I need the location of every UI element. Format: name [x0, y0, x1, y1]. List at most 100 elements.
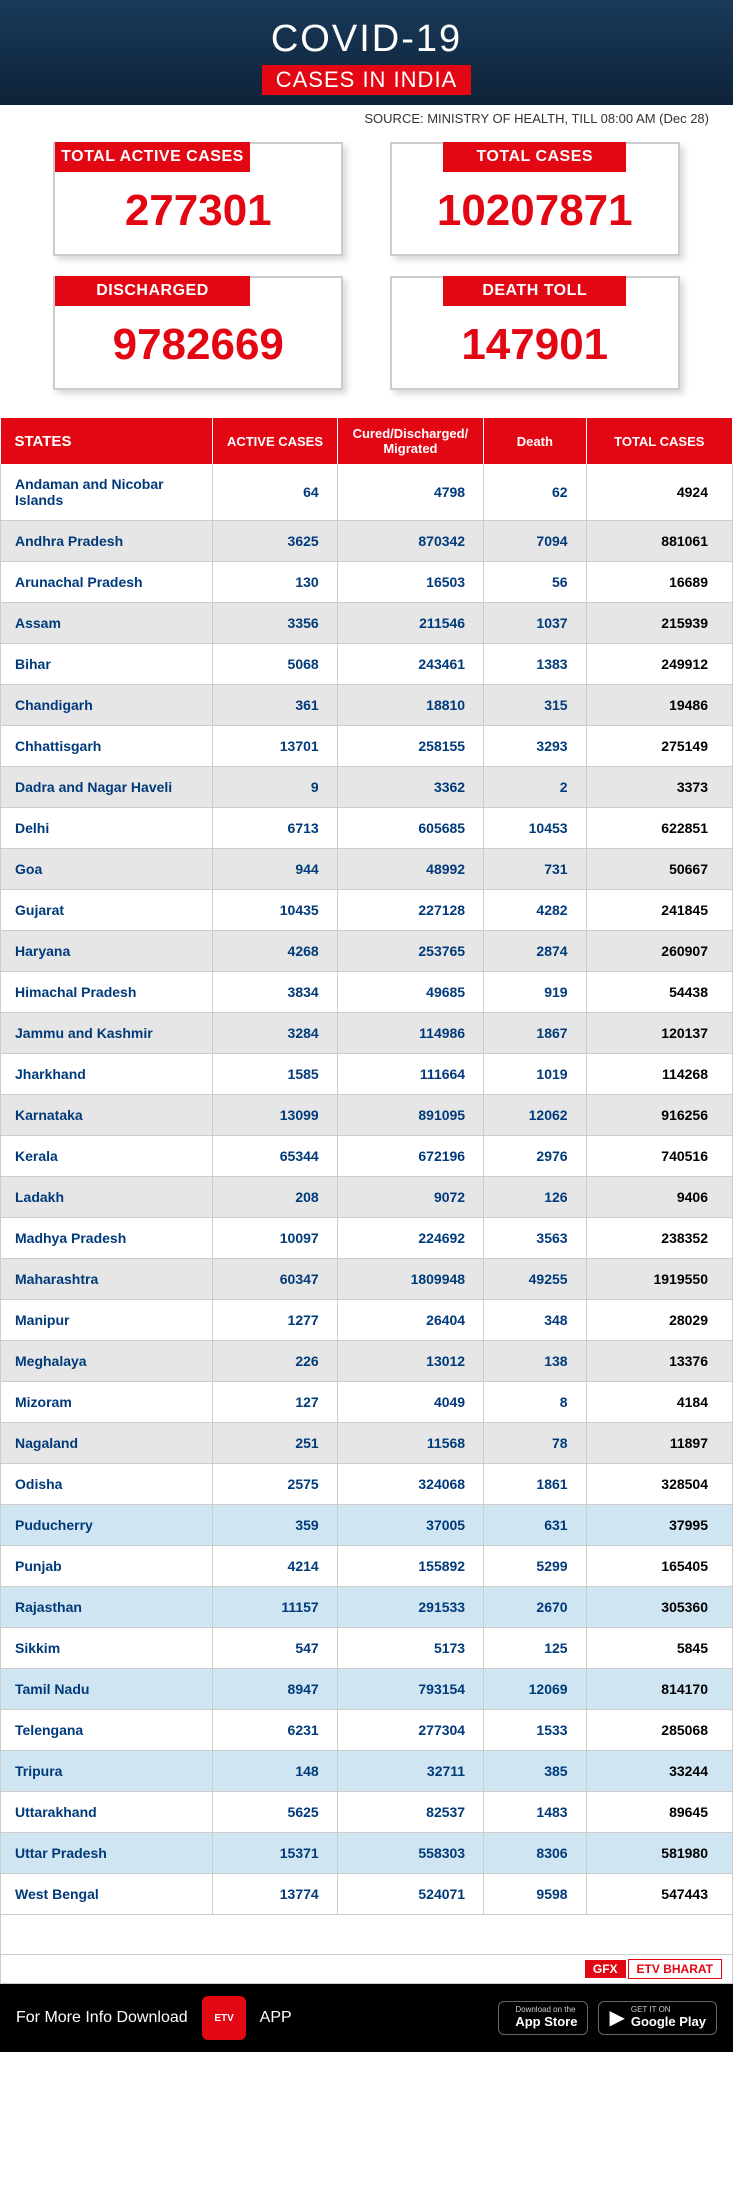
cell-death: 4282 — [484, 890, 586, 931]
cell-death: 2 — [484, 767, 586, 808]
stat-card: TOTAL CASES 10207871 — [390, 142, 680, 256]
cell-death: 1037 — [484, 603, 586, 644]
footer-text: For More Info Download ETV APP — [16, 1996, 488, 2040]
table-row: Odisha 2575 324068 1861 328504 — [1, 1464, 733, 1505]
cell-death: 3293 — [484, 726, 586, 767]
cell-death: 1533 — [484, 1710, 586, 1751]
cell-active: 4268 — [213, 931, 337, 972]
cell-total: 581980 — [586, 1833, 732, 1874]
cell-state: Tripura — [1, 1751, 213, 1792]
table-row: Haryana 4268 253765 2874 260907 — [1, 931, 733, 972]
cell-state: Maharashtra — [1, 1259, 213, 1300]
cell-total: 275149 — [586, 726, 732, 767]
cell-active: 9 — [213, 767, 337, 808]
cell-total: 814170 — [586, 1669, 732, 1710]
stat-card: TOTAL ACTIVE CASES 277301 — [53, 142, 343, 256]
cell-active: 944 — [213, 849, 337, 890]
column-header: TOTAL CASES — [586, 418, 732, 464]
cell-cured: 870342 — [337, 521, 483, 562]
cell-active: 5068 — [213, 644, 337, 685]
cell-death: 1867 — [484, 1013, 586, 1054]
cell-cured: 558303 — [337, 1833, 483, 1874]
cell-death: 8306 — [484, 1833, 586, 1874]
cell-state: Delhi — [1, 808, 213, 849]
cell-state: Bihar — [1, 644, 213, 685]
cell-state: Nagaland — [1, 1423, 213, 1464]
cell-death: 78 — [484, 1423, 586, 1464]
table-row: Assam 3356 211546 1037 215939 — [1, 603, 733, 644]
card-label: TOTAL ACTIVE CASES — [55, 142, 249, 172]
cell-state: West Bengal — [1, 1874, 213, 1915]
cell-active: 13774 — [213, 1874, 337, 1915]
cell-state: Rajasthan — [1, 1587, 213, 1628]
cell-total: 328504 — [586, 1464, 732, 1505]
table-row: Rajasthan 11157 291533 2670 305360 — [1, 1587, 733, 1628]
cell-total: 285068 — [586, 1710, 732, 1751]
table-row: Himachal Pradesh 3834 49685 919 54438 — [1, 972, 733, 1013]
cell-cured: 11568 — [337, 1423, 483, 1464]
cell-cured: 26404 — [337, 1300, 483, 1341]
cell-state: Haryana — [1, 931, 213, 972]
cell-total: 120137 — [586, 1013, 732, 1054]
cell-state: Uttar Pradesh — [1, 1833, 213, 1874]
column-header: STATES — [1, 418, 213, 464]
cell-cured: 324068 — [337, 1464, 483, 1505]
cell-death: 12069 — [484, 1669, 586, 1710]
cell-state: Goa — [1, 849, 213, 890]
cell-cured: 1809948 — [337, 1259, 483, 1300]
cell-death: 10453 — [484, 808, 586, 849]
cell-cured: 224692 — [337, 1218, 483, 1259]
cell-cured: 111664 — [337, 1054, 483, 1095]
gfx-badge: GFX — [585, 1960, 626, 1978]
cell-death: 919 — [484, 972, 586, 1013]
cell-state: Karnataka — [1, 1095, 213, 1136]
table-row: Nagaland 251 11568 78 11897 — [1, 1423, 733, 1464]
cell-death: 56 — [484, 562, 586, 603]
table-row: Madhya Pradesh 10097 224692 3563 238352 — [1, 1218, 733, 1259]
cell-state: Punjab — [1, 1546, 213, 1587]
google-play-badge[interactable]: ▶ GET IT ONGoogle Play — [598, 2001, 717, 2034]
cell-total: 241845 — [586, 890, 732, 931]
cell-death: 2670 — [484, 1587, 586, 1628]
cell-state: Dadra and Nagar Haveli — [1, 767, 213, 808]
cell-total: 37995 — [586, 1505, 732, 1546]
cell-cured: 16503 — [337, 562, 483, 603]
cell-state: Assam — [1, 603, 213, 644]
cell-total: 50667 — [586, 849, 732, 890]
cell-active: 127 — [213, 1382, 337, 1423]
cell-active: 5625 — [213, 1792, 337, 1833]
table-row: Manipur 1277 26404 348 28029 — [1, 1300, 733, 1341]
table-row: Andaman and Nicobar Islands 64 4798 62 4… — [1, 464, 733, 521]
cell-cured: 82537 — [337, 1792, 483, 1833]
cell-total: 165405 — [586, 1546, 732, 1587]
cell-death: 1483 — [484, 1792, 586, 1833]
cell-total: 13376 — [586, 1341, 732, 1382]
cell-death: 385 — [484, 1751, 586, 1792]
cell-active: 13701 — [213, 726, 337, 767]
table-row: Arunachal Pradesh 130 16503 56 16689 — [1, 562, 733, 603]
cell-active: 251 — [213, 1423, 337, 1464]
cell-state: Sikkim — [1, 1628, 213, 1669]
cell-total: 740516 — [586, 1136, 732, 1177]
cell-state: Andaman and Nicobar Islands — [1, 464, 213, 521]
cell-death: 7094 — [484, 521, 586, 562]
cell-active: 130 — [213, 562, 337, 603]
cell-total: 89645 — [586, 1792, 732, 1833]
cell-cured: 9072 — [337, 1177, 483, 1218]
etv-badge: ETV BHARAT — [628, 1959, 722, 1979]
cell-cured: 37005 — [337, 1505, 483, 1546]
cell-total: 916256 — [586, 1095, 732, 1136]
cell-cured: 32711 — [337, 1751, 483, 1792]
cell-total: 622851 — [586, 808, 732, 849]
card-label: DISCHARGED — [55, 276, 249, 306]
cell-active: 1277 — [213, 1300, 337, 1341]
table-row: Gujarat 10435 227128 4282 241845 — [1, 890, 733, 931]
cell-death: 138 — [484, 1341, 586, 1382]
cell-cured: 5173 — [337, 1628, 483, 1669]
cell-death: 1019 — [484, 1054, 586, 1095]
table-row: Ladakh 208 9072 126 9406 — [1, 1177, 733, 1218]
app-store-badge[interactable]: Download on theApp Store — [498, 2001, 588, 2034]
cell-death: 731 — [484, 849, 586, 890]
cell-death: 348 — [484, 1300, 586, 1341]
cell-cured: 13012 — [337, 1341, 483, 1382]
